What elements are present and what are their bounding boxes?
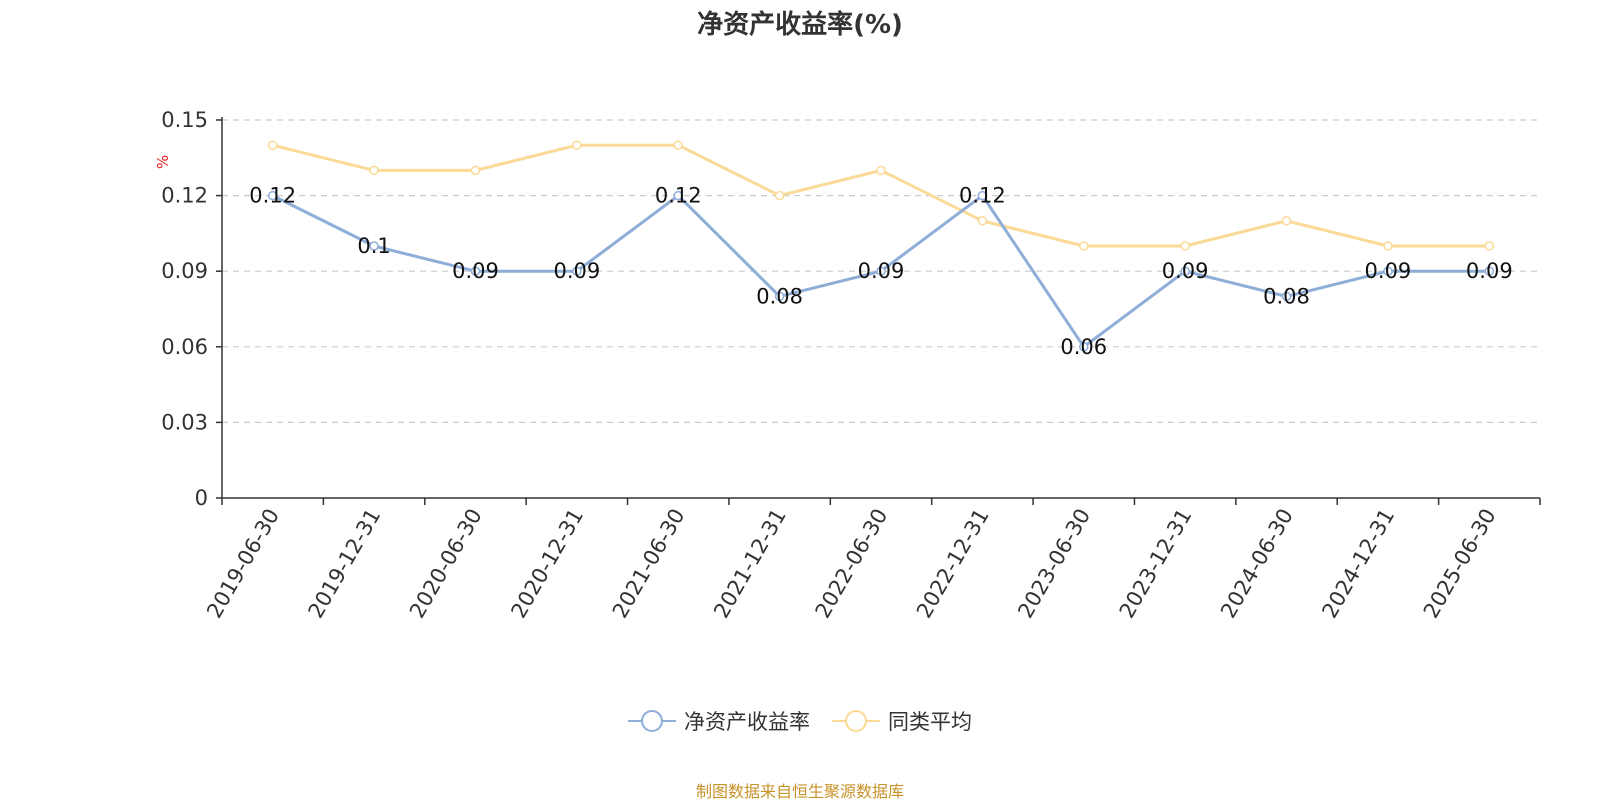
series-point-0 xyxy=(1383,266,1393,276)
series-point-0 xyxy=(369,241,379,251)
series-point-1 xyxy=(1180,241,1190,251)
series-point-0 xyxy=(470,266,481,276)
series-point-0 xyxy=(572,266,582,276)
data-label: 0.1 xyxy=(357,234,390,258)
y-tick-label: 0 xyxy=(195,486,208,510)
legend-label-roe: 净资产收益率 xyxy=(684,710,810,734)
data-label: 0.08 xyxy=(1263,284,1310,308)
data-label: 0.09 xyxy=(1466,259,1513,283)
data-label: 0.08 xyxy=(756,284,803,308)
series-point-0 xyxy=(673,190,683,201)
series-point-1 xyxy=(267,140,278,150)
y-tick-label: 0.06 xyxy=(161,335,208,359)
y-tick-label: 0.09 xyxy=(161,259,208,283)
x-tick-label: 2020-06-30 xyxy=(405,505,487,623)
data-label: 0.09 xyxy=(553,259,600,283)
legend-marker-peer-average xyxy=(832,710,880,732)
series-point-0 xyxy=(1484,266,1495,276)
x-tick-label: 2019-06-30 xyxy=(202,505,284,623)
series-point-0 xyxy=(1180,266,1190,276)
series-point-1 xyxy=(1484,241,1495,251)
chart-title: 净资产收益率(%) xyxy=(697,10,903,40)
data-label: 0.09 xyxy=(1365,259,1412,283)
series-point-0 xyxy=(774,291,785,302)
y-axis-unit-label: % xyxy=(154,155,172,169)
series-point-0 xyxy=(876,266,886,276)
x-tick-label: 2021-12-31 xyxy=(709,505,791,623)
series-point-1 xyxy=(673,140,683,150)
x-tick-label: 2020-12-31 xyxy=(506,505,588,623)
series-point-0 xyxy=(1281,291,1292,302)
x-tick-label: 2022-12-31 xyxy=(912,505,994,623)
data-label: 0.09 xyxy=(858,259,905,283)
y-tick-label: 0.12 xyxy=(161,184,208,208)
x-tick-label: 2022-06-30 xyxy=(811,505,893,623)
data-label: 0.06 xyxy=(1060,335,1107,359)
series-point-1 xyxy=(977,216,988,226)
legend-label-peer-average: 同类平均 xyxy=(888,710,972,734)
series-point-1 xyxy=(774,190,785,201)
legend-item-roe[interactable]: 净资产收益率 xyxy=(628,706,810,736)
data-source-note: 制图数据来自恒生聚源数据库 xyxy=(695,782,904,801)
x-tick-label: 2024-06-30 xyxy=(1216,505,1298,623)
y-tick-label: 0.15 xyxy=(161,108,208,132)
series-point-0 xyxy=(1079,342,1089,352)
series-point-1 xyxy=(470,165,481,176)
data-label: 0.09 xyxy=(1162,259,1209,283)
series-point-1 xyxy=(572,140,582,150)
data-label: 0.12 xyxy=(249,184,296,208)
legend-item-peer-average[interactable]: 同类平均 xyxy=(832,706,972,736)
series-point-1 xyxy=(876,165,886,176)
x-tick-label: 2023-12-31 xyxy=(1115,505,1197,623)
x-tick-label: 2023-06-30 xyxy=(1013,505,1095,623)
x-tick-label: 2019-12-31 xyxy=(304,505,386,623)
series-point-0 xyxy=(977,190,988,201)
y-tick-label: 0.03 xyxy=(161,410,208,434)
x-tick-label: 2025-06-30 xyxy=(1419,505,1501,623)
series-point-0 xyxy=(267,190,278,201)
series-point-1 xyxy=(1281,216,1292,226)
x-tick-label: 2021-06-30 xyxy=(608,505,690,623)
data-label: 0.12 xyxy=(655,184,702,208)
x-tick-label: 2024-12-31 xyxy=(1317,505,1399,623)
legend-marker-roe xyxy=(628,710,676,732)
chart-legend: 净资产收益率 同类平均 xyxy=(0,706,1600,736)
data-label: 0.09 xyxy=(452,259,499,283)
series-point-1 xyxy=(369,165,379,176)
data-label: 0.12 xyxy=(959,184,1006,208)
series-point-1 xyxy=(1383,241,1393,251)
series-point-1 xyxy=(1079,241,1089,251)
